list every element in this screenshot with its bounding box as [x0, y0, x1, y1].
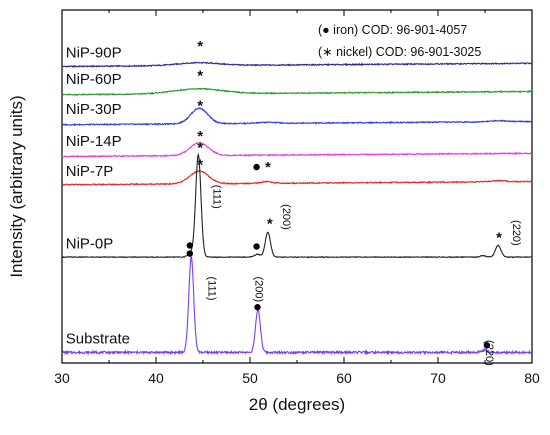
- sample-label: NiP-60P: [66, 71, 122, 88]
- nickel-peak-marker: *: [197, 97, 203, 114]
- sample-label: NiP-30P: [66, 101, 122, 118]
- peak-label: (220): [510, 220, 522, 246]
- x-tick-label: 80: [524, 370, 540, 386]
- y-axis-label: Intensity (arbitrary units): [7, 95, 26, 277]
- nickel-peak-marker: *: [197, 128, 203, 145]
- x-axis-label: 2θ (degrees): [249, 395, 345, 414]
- series-nip-90p-line: [61, 61, 533, 68]
- peak-label: (200): [280, 204, 292, 230]
- iron-peak-marker: [253, 163, 260, 171]
- x-tick-label: 70: [430, 370, 446, 386]
- legend-entry: (∗ nickel) COD: 96-901-3025: [318, 45, 481, 59]
- series-nip-30p-line: [61, 107, 533, 127]
- series-nip-60p-line: [61, 87, 533, 97]
- peak-label: (111): [206, 277, 218, 301]
- sample-label: NiP-90P: [66, 45, 122, 62]
- x-tick-label: 50: [242, 370, 258, 386]
- nickel-peak-marker: *: [267, 216, 273, 233]
- series-nip-0p-line: [61, 152, 533, 259]
- x-tick-label: 40: [148, 370, 164, 386]
- nickel-peak-marker: *: [197, 140, 203, 157]
- sample-label: NiP-14P: [66, 133, 122, 150]
- legend-entry: (● iron) COD: 96-901-4057: [318, 23, 467, 37]
- plot-frame: 30 40 50 60 70 80: [54, 9, 540, 386]
- nickel-peak-marker: *: [197, 38, 203, 55]
- nickel-peak-marker: *: [265, 159, 271, 176]
- legend: (● iron) COD: 96-901-4057 (∗ nickel) COD:…: [318, 23, 481, 59]
- label-layer: (111) (200) (220) (111) (200) (220) NiP-90P NiP…: [66, 45, 522, 366]
- x-tick-label: 60: [336, 370, 352, 386]
- series-nip-7p-line: [61, 170, 533, 187]
- marker-layer: ***** ****: [186, 38, 502, 349]
- peak-label: (200): [253, 277, 265, 303]
- series-nip-14p-line: [61, 141, 533, 159]
- sample-label: NiP-0P: [66, 235, 114, 252]
- nickel-peak-marker: *: [197, 67, 203, 84]
- peak-label: (220): [483, 340, 495, 366]
- x-tick-label: 30: [54, 370, 70, 386]
- peak-label: (111): [210, 185, 222, 209]
- series-substrate-line: [61, 255, 533, 356]
- iron-peak-marker: [253, 243, 260, 250]
- sample-label: Substrate: [66, 331, 130, 348]
- iron-peak-marker: [186, 250, 194, 257]
- iron-peak-marker: [254, 304, 261, 311]
- series-layer: [61, 61, 533, 356]
- nickel-peak-marker: *: [197, 157, 203, 174]
- iron-peak-marker: [483, 342, 491, 349]
- nickel-peak-marker: *: [496, 230, 502, 247]
- iron-peak-marker: [186, 242, 194, 249]
- sample-label: NiP-7P: [66, 163, 114, 180]
